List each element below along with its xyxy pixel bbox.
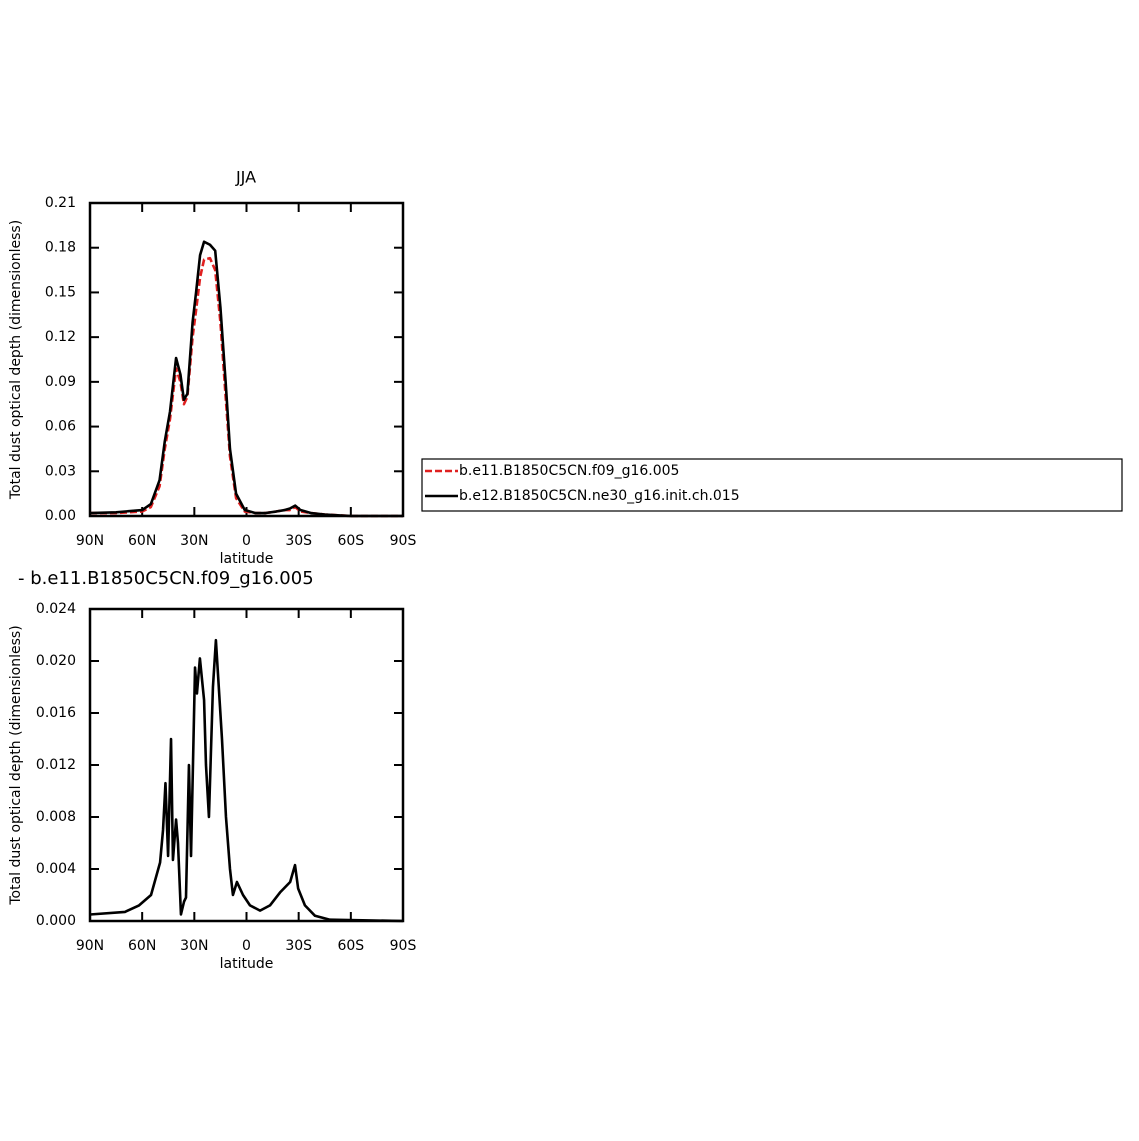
y-tick-label: 0.016: [36, 705, 76, 721]
y-tick-label: 0.000: [36, 913, 76, 929]
x-tick-label: 90N: [76, 938, 104, 954]
plot-frame: [88, 201, 405, 518]
y-tick-label: 0.004: [36, 861, 76, 877]
legend-box: [421, 458, 1123, 512]
x-tick-label: 60S: [337, 533, 364, 549]
data-line: [89, 638, 404, 923]
chart-title: - b.e11.B1850C5CN.f09_g16.005: [18, 568, 314, 589]
y-tick-label: 0.012: [36, 757, 76, 773]
plot-frame: [88, 607, 405, 923]
x-axis-label: latitude: [220, 956, 274, 972]
y-tick-label: 0.21: [45, 195, 76, 211]
x-tick-label: 0: [242, 533, 251, 549]
x-tick-label: 90S: [390, 533, 417, 549]
chart-title: JJA: [235, 168, 256, 187]
x-tick-label: 60N: [128, 938, 156, 954]
x-tick-label: 60S: [337, 938, 364, 954]
y-tick-label: 0.06: [45, 419, 76, 435]
x-tick-label: 30N: [180, 938, 208, 954]
x-axis-label: latitude: [220, 551, 274, 567]
y-tick-label: 0.00: [45, 508, 76, 524]
y-tick-label: 0.024: [36, 601, 76, 617]
y-tick-label: 0.09: [45, 374, 76, 390]
y-axis-label: Total dust optical depth (dimensionless): [8, 220, 24, 500]
y-tick-label: 0.008: [36, 809, 76, 825]
x-tick-label: 0: [242, 938, 251, 954]
legend-label: b.e11.B1850C5CN.f09_g16.005: [459, 463, 679, 479]
x-tick-label: 90N: [76, 533, 104, 549]
x-tick-label: 60N: [128, 533, 156, 549]
x-tick-label: 30S: [285, 533, 312, 549]
data-line: [90, 256, 403, 518]
y-tick-label: 0.020: [36, 653, 76, 669]
y-tick-label: 0.18: [45, 240, 76, 256]
y-axis-label: Total dust optical depth (dimensionless): [8, 625, 24, 905]
x-tick-label: 30N: [180, 533, 208, 549]
data-line: [89, 240, 403, 518]
y-tick-label: 0.12: [45, 329, 76, 345]
y-tick-label: 0.15: [45, 284, 76, 300]
y-tick-label: 0.03: [45, 463, 76, 479]
legend-label: b.e12.B1850C5CN.ne30_g16.init.ch.015: [459, 488, 740, 504]
x-tick-label: 30S: [285, 938, 312, 954]
x-tick-label: 90S: [390, 938, 417, 954]
